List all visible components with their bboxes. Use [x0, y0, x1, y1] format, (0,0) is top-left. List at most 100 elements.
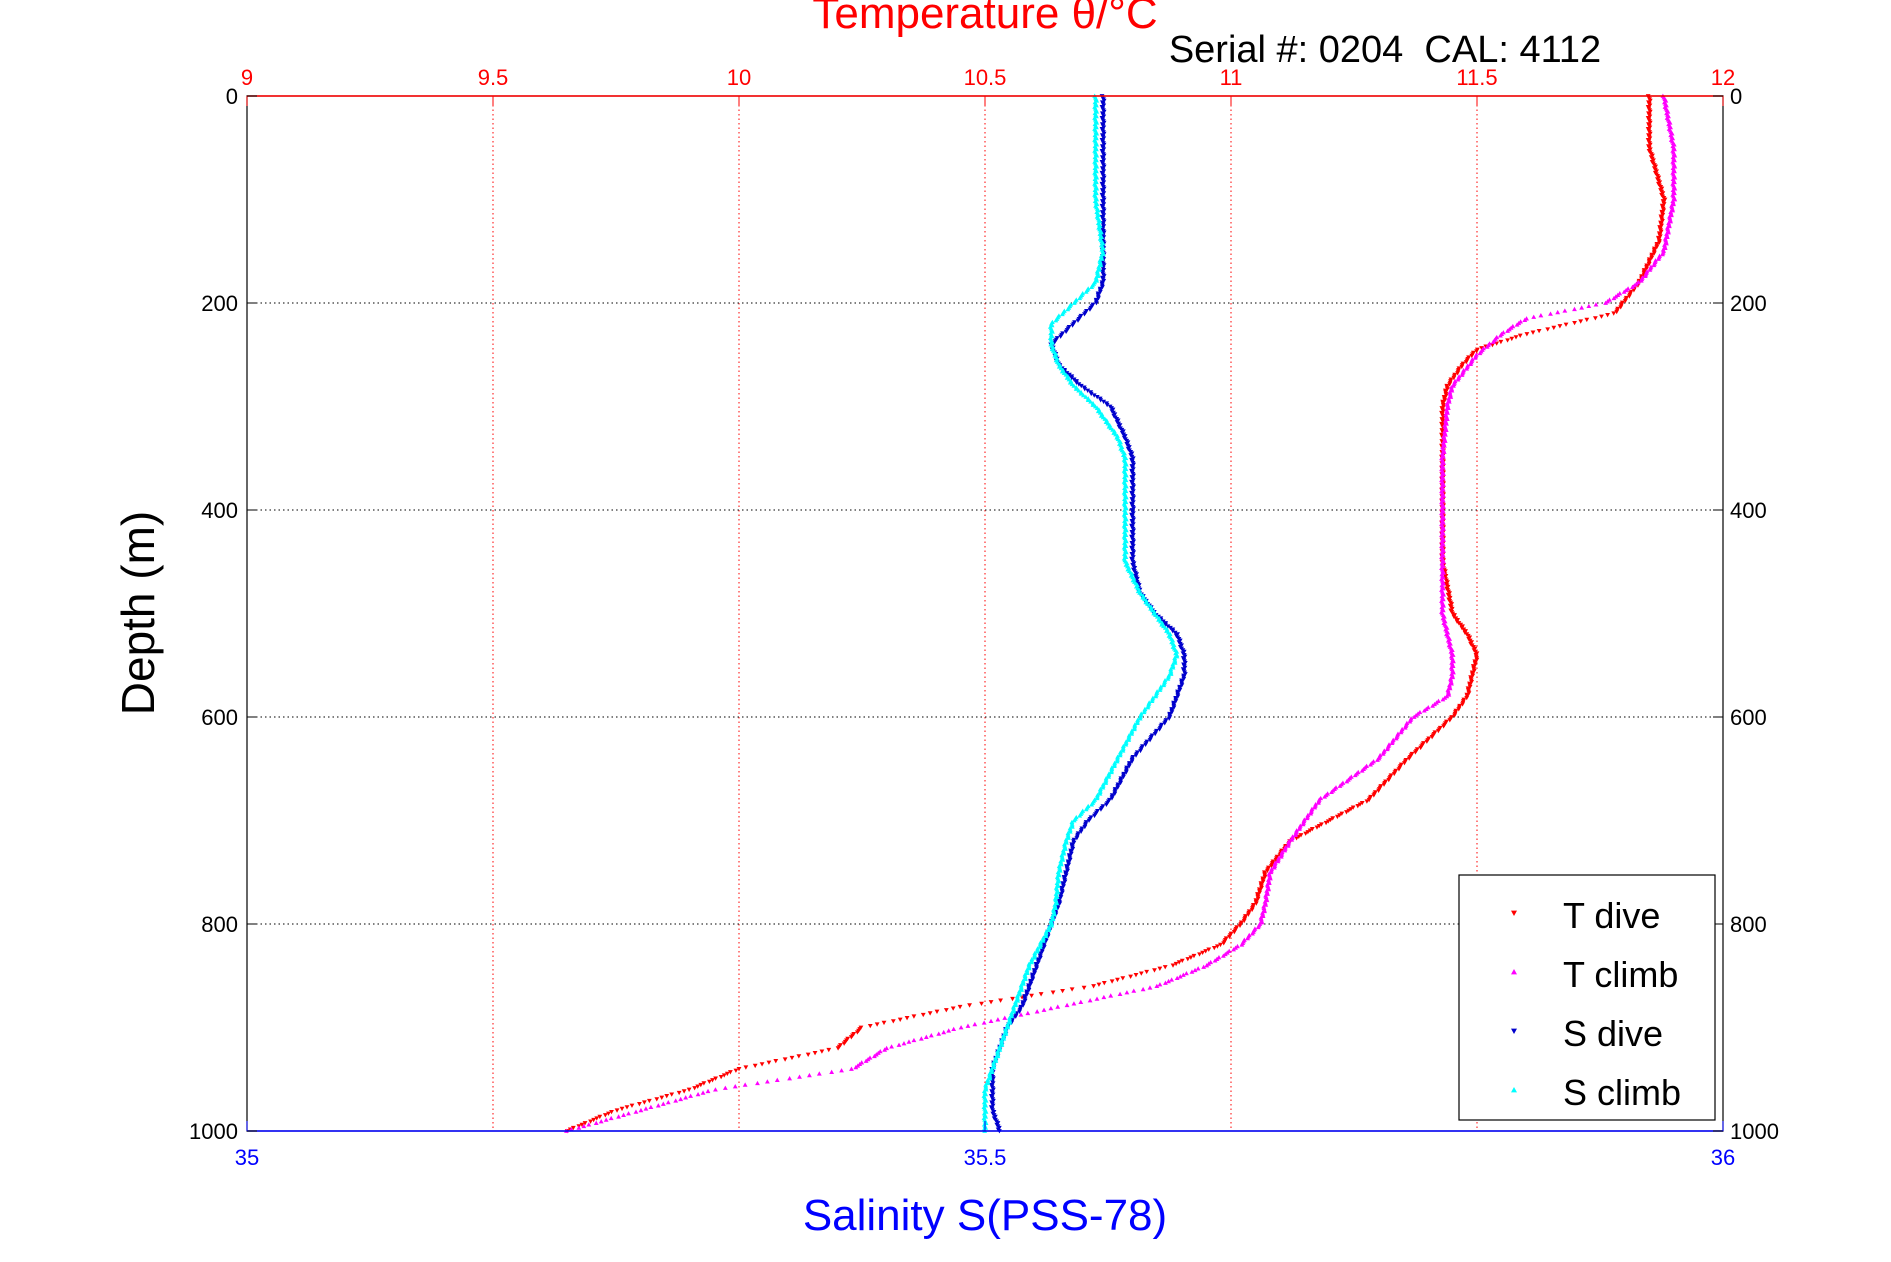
data-point [1346, 808, 1352, 813]
data-point [841, 1041, 847, 1046]
data-point [665, 1099, 671, 1105]
data-point [1418, 745, 1424, 751]
data-point [1062, 879, 1068, 884]
data-point [1097, 289, 1103, 295]
data-point [1642, 273, 1648, 279]
data-point [722, 1085, 728, 1090]
data-point [1108, 993, 1114, 998]
data-point [1013, 1002, 1019, 1008]
data-point [1094, 795, 1100, 801]
data-point [863, 1058, 869, 1063]
data-point [1103, 780, 1109, 785]
data-point [911, 1014, 917, 1019]
data-point [991, 1064, 997, 1070]
data-point [576, 1125, 582, 1130]
data-point [1169, 977, 1175, 982]
data-point [1081, 392, 1086, 398]
data-point [1097, 791, 1103, 796]
data-point [1618, 305, 1624, 310]
data-point [972, 1021, 978, 1027]
data-point [1129, 731, 1135, 736]
data-point [1032, 971, 1038, 976]
data-point [1049, 923, 1055, 928]
data-point [936, 1031, 942, 1036]
data-point [1260, 913, 1266, 918]
data-point [594, 1116, 600, 1121]
depth-tick-label-left: 400 [201, 498, 238, 523]
data-point [1166, 978, 1171, 984]
data-point [906, 1039, 912, 1044]
data-point [1024, 992, 1030, 997]
data-point [1078, 829, 1084, 835]
data-point [619, 1106, 625, 1112]
data-point [1282, 848, 1288, 853]
data-point [889, 1044, 894, 1049]
data-point [1140, 986, 1146, 992]
data-point [928, 1033, 934, 1038]
data-point [901, 1041, 907, 1046]
data-point [1018, 1012, 1024, 1017]
data-point [1120, 976, 1126, 981]
data-point [1424, 739, 1430, 744]
data-point [1245, 912, 1251, 917]
data-point [1445, 387, 1450, 392]
data-point [1073, 386, 1079, 391]
data-point [681, 1089, 687, 1094]
data-point [1231, 930, 1237, 935]
data-point [1517, 333, 1523, 339]
data-point [1644, 266, 1650, 271]
data-point [1316, 800, 1321, 805]
data-point [1069, 987, 1075, 992]
data-point [1147, 738, 1153, 743]
data-point [1449, 388, 1455, 393]
data-point [1329, 789, 1334, 795]
data-point [1058, 895, 1064, 900]
data-point [1297, 826, 1302, 831]
data-point [713, 1087, 718, 1092]
data-point [829, 1069, 835, 1075]
data-point [1451, 375, 1457, 381]
data-point [1064, 371, 1070, 376]
data-point [957, 1004, 963, 1010]
data-point [695, 1091, 701, 1097]
data-point [1129, 759, 1135, 764]
data-point [1126, 764, 1132, 769]
data-point [1305, 830, 1311, 835]
data-point [1459, 364, 1465, 370]
data-point [1638, 278, 1644, 283]
data-point [713, 1076, 718, 1081]
legend-label: S climb [1563, 1072, 1681, 1113]
data-point [569, 1127, 574, 1132]
data-point [1175, 694, 1181, 699]
data-point [598, 1119, 604, 1124]
data-point [1038, 955, 1043, 961]
data-point [1262, 908, 1267, 914]
data-point [1028, 981, 1034, 987]
data-point [1184, 970, 1189, 976]
legend-marker [1511, 1028, 1517, 1034]
data-point [678, 1096, 684, 1102]
temperature-tick-label: 11 [1220, 65, 1243, 90]
data-point [1630, 284, 1635, 289]
legend-label: T climb [1563, 954, 1678, 995]
data-point [664, 1094, 670, 1099]
data-point [1605, 313, 1610, 318]
data-point [950, 1006, 956, 1011]
data-point [1058, 334, 1064, 339]
data-point [1078, 391, 1084, 396]
data-point [1043, 933, 1049, 939]
data-point [1375, 757, 1380, 762]
data-point [1046, 927, 1052, 933]
data-point [1070, 323, 1075, 328]
data-point [1070, 847, 1076, 852]
data-point [1128, 974, 1134, 979]
data-point [1141, 709, 1147, 715]
data-point [1083, 806, 1089, 812]
data-point [1289, 837, 1295, 842]
data-point [1294, 836, 1299, 841]
data-point [1041, 945, 1047, 950]
data-point [1112, 763, 1117, 768]
data-point [1074, 380, 1079, 386]
data-point [782, 1057, 788, 1062]
data-point [1328, 817, 1333, 823]
